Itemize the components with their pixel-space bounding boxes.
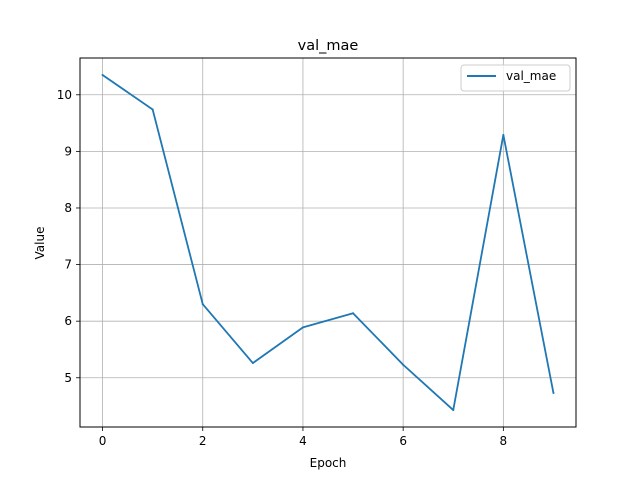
grid xyxy=(80,58,576,427)
data-point xyxy=(452,409,455,412)
x-tick-label: 2 xyxy=(199,434,207,448)
data-point xyxy=(301,326,304,329)
plot-frame xyxy=(79,57,577,428)
chart-title: val_mae xyxy=(298,38,359,54)
series-line xyxy=(102,74,555,411)
y-axis-label: Value xyxy=(33,227,47,260)
data-point xyxy=(352,312,355,315)
legend-box xyxy=(460,64,571,92)
x-axis-label: Epoch xyxy=(310,456,347,470)
y-tick-label: 8 xyxy=(64,201,72,215)
y-tick-label: 10 xyxy=(57,88,72,102)
legend: val_mae xyxy=(460,64,571,92)
y-tick-label: 6 xyxy=(64,314,72,328)
x-tick-label: 6 xyxy=(399,434,407,448)
legend-label: val_mae xyxy=(506,69,556,83)
data-point xyxy=(151,108,154,111)
y-tick-label: 7 xyxy=(64,258,72,272)
x-tick-label: 4 xyxy=(299,434,307,448)
y-tick-label: 9 xyxy=(64,144,72,158)
y-tick-label: 5 xyxy=(64,371,72,385)
data-point xyxy=(101,73,104,76)
data-point xyxy=(402,363,405,366)
data-point xyxy=(552,392,555,395)
data-point xyxy=(502,133,505,136)
x-tick-label: 8 xyxy=(500,434,508,448)
data-point xyxy=(251,362,254,365)
x-tick-label: 0 xyxy=(99,434,107,448)
ticks: 0 2 4 6 8 5 6 7 8 9 10 xyxy=(57,88,507,448)
series-layer xyxy=(101,73,555,412)
data-point xyxy=(201,303,204,306)
